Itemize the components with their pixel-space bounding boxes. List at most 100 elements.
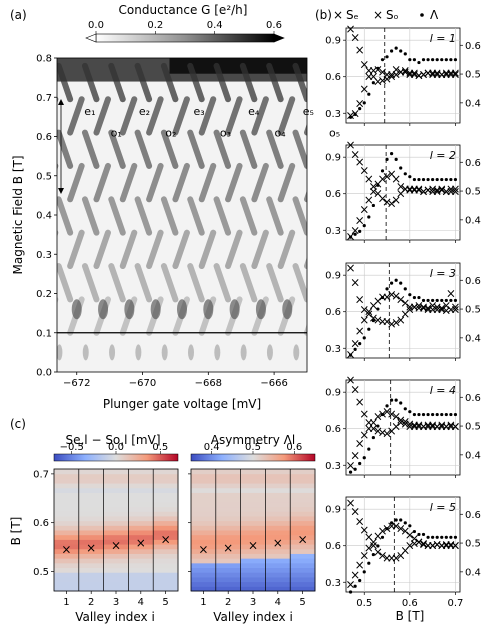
- heatmap-c-cell: [215, 515, 241, 522]
- heatmap-c-cell: [54, 534, 80, 540]
- heatmap-c-cell: [191, 525, 217, 531]
- heatmap-c-cell: [128, 478, 154, 484]
- heatmap-a-blob: [214, 344, 221, 361]
- heatmap-a-ytick-label: 0.0: [36, 368, 52, 379]
- heatmap-c-cell: [191, 511, 217, 517]
- heatmap-c-cell: [128, 572, 154, 578]
- so-point: ×: [437, 67, 447, 81]
- heatmap-a-blob: [177, 299, 187, 320]
- heatmap-c-cell: [54, 586, 80, 592]
- panel-label-a: (a): [10, 8, 27, 22]
- so-point: ×: [377, 314, 387, 328]
- heatmap-c-cell: [103, 469, 129, 475]
- heatmap-c-cell: [215, 525, 241, 531]
- heatmap-c-cell: [240, 511, 266, 517]
- so-point: ×: [409, 418, 419, 432]
- so-point: ×: [409, 536, 419, 550]
- se-point: ×: [368, 535, 378, 549]
- so-point: ×: [423, 418, 433, 432]
- heatmap-a-blob: [124, 299, 135, 320]
- se-point: ×: [396, 179, 406, 193]
- heatmap-c-cell: [153, 539, 179, 545]
- heatmap-c-xtick-label: 4: [275, 597, 281, 608]
- lambda-point: [385, 55, 389, 59]
- subplot-b-ytick-label: 0.6: [325, 541, 341, 552]
- heatmap-c-cell: [290, 558, 316, 564]
- heatmap-a-charge-line: [198, 162, 217, 203]
- se-point: ×: [405, 419, 415, 433]
- so-point: ×: [414, 535, 424, 549]
- heatmap-c-xtick-label: 1: [200, 597, 206, 608]
- se-point: ×: [432, 538, 442, 552]
- heatmap-c-cell: [128, 567, 154, 573]
- heatmap-a-ylabel: Magnetic Field B [T]: [11, 155, 25, 274]
- heatmap-c-xtick-label: 2: [225, 597, 231, 608]
- se-point: ×: [441, 299, 451, 313]
- heatmap-c-cell: [240, 534, 266, 540]
- so-point: ×: [350, 275, 360, 289]
- lambda-point: [444, 177, 448, 182]
- heatmap-c-cell: [265, 478, 291, 484]
- se-point: ×: [350, 106, 360, 120]
- se-point: ×: [418, 538, 428, 552]
- heatmap-c-cell: [103, 473, 129, 479]
- lambda-point: [348, 470, 353, 474]
- lambda-point: [417, 532, 421, 537]
- heatmap-c-cell: [128, 525, 154, 531]
- se-point: ×: [387, 407, 397, 421]
- heatmap-a-charge-line: [225, 229, 243, 270]
- heatmap-c-cell: [153, 492, 179, 498]
- heatmap-c-cell: [265, 562, 291, 569]
- crossing-marker: ×: [223, 541, 233, 555]
- lambda-point: [362, 570, 366, 574]
- se-point: ×: [423, 66, 433, 80]
- lambda-point: [435, 298, 439, 303]
- heatmap-c-cell: [191, 544, 217, 550]
- heatmap-a-blob: [282, 299, 293, 320]
- peak-label-e: e₄: [248, 105, 260, 118]
- heatmap-c-cell: [153, 520, 179, 526]
- so-point: ×: [391, 67, 401, 81]
- heatmap-a-xlabel: Plunger gate voltage [mV]: [103, 397, 261, 411]
- heatmap-c-cell: [290, 581, 316, 587]
- heatmap-c-cell: [153, 497, 179, 503]
- so-point: ×: [387, 424, 397, 438]
- heatmap-a-charge-line: [160, 263, 179, 303]
- heatmap-c-cell: [240, 497, 266, 503]
- heatmap-c-cell: [128, 511, 154, 517]
- subplot-b-ytick-label: 0.9: [325, 271, 341, 282]
- heatmap-c-cell: [103, 487, 129, 493]
- so-point: ×: [391, 551, 401, 565]
- heatmap-c-cell: [191, 492, 217, 498]
- so-point: ×: [387, 70, 397, 84]
- lambda-point: [453, 535, 458, 539]
- heatmap-c-cell: [103, 539, 129, 545]
- heatmap-c-cell: [153, 562, 179, 569]
- subplot-b-ytick-right-label: 0.4: [465, 450, 481, 461]
- se-point: ×: [414, 299, 424, 313]
- heatmap-a-charge-line: [213, 129, 232, 169]
- subplot-b-ytick-right-label: 0.4: [465, 567, 481, 578]
- lambda-point: [412, 58, 416, 62]
- heatmap-c-cell: [191, 581, 217, 587]
- heatmap-a-charge-line: [277, 162, 296, 203]
- heatmap-c-cell: [128, 534, 154, 540]
- heatmap-a-xtick-label: −668: [195, 378, 222, 389]
- heatmap-c-cell: [290, 539, 316, 545]
- so-point: ×: [377, 425, 387, 439]
- se-point: ×: [396, 413, 406, 427]
- heatmap-c-cell: [54, 520, 80, 526]
- heatmap-c-cell: [78, 506, 104, 512]
- heatmap-c-cell: [54, 562, 80, 569]
- legend-label: Λ: [430, 8, 439, 22]
- so-point: ×: [405, 182, 415, 196]
- so-point: ×: [405, 539, 415, 553]
- heatmap-c-cell: [240, 478, 266, 484]
- so-point: ×: [373, 75, 383, 89]
- heatmap-a-blob: [45, 299, 55, 319]
- heatmap-c-cell: [191, 483, 217, 489]
- se-point: ×: [428, 66, 438, 80]
- heatmap-c-cell: [290, 553, 316, 559]
- heatmap-c-cell: [240, 558, 266, 564]
- so-point: ×: [414, 419, 424, 433]
